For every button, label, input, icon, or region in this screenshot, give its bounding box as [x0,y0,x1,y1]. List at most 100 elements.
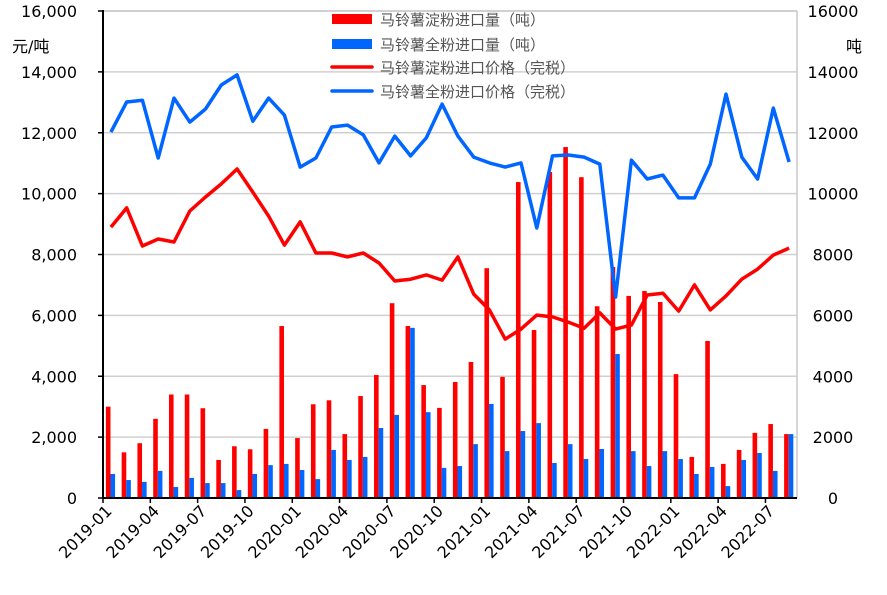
bar-starch-volume [484,268,490,498]
left-tick-label: 8,000 [31,246,77,265]
bar-starch-volume [736,449,742,498]
bar-starch-volume [263,428,269,498]
right-tick-label: 6000 [813,306,854,325]
right-tick-label: 8000 [813,246,854,265]
bar-starch-volume [437,407,442,498]
bar-flour-volume [394,414,399,498]
bar-starch-volume [421,385,426,498]
bar-flour-volume [142,481,147,498]
bar-flour-volume [709,466,715,498]
bar-starch-volume [105,406,111,498]
x-tick-label: 2022-07 [717,501,778,562]
bar-starch-volume [705,340,710,498]
bar-starch-volume [579,177,584,498]
right-tick-label: 10000 [808,185,859,204]
bar-starch-volume [184,394,190,498]
bar-starch-volume [721,463,726,498]
bar-starch-volume [657,301,663,498]
bar-flour-volume [110,473,116,498]
bar-flour-volume [173,487,179,498]
bar-starch-volume [121,452,127,498]
bar-flour-volume [725,486,731,498]
bar-starch-volume [247,449,253,498]
legend-swatch-flour-volume [332,39,372,49]
bar-flour-volume [788,434,794,498]
bar-flour-volume [425,412,431,498]
bar-starch-volume [594,306,600,498]
bar-starch-volume [500,376,505,498]
bar-starch-volume [279,326,284,498]
bar-starch-volume [326,400,332,498]
bar-flour-volume [662,451,668,498]
left-axis-unit: 元/吨 [12,37,49,56]
bar-flour-volume [252,473,258,498]
legend-label-starch-volume: 马铃薯淀粉进口量（吨） [380,11,545,29]
bar-starch-volume [626,295,631,498]
bar-flour-volume [520,431,526,498]
bar-starch-volume [232,446,237,498]
line-flour-price [109,73,791,299]
right-tick-label: 16000 [808,2,859,21]
bar-flour-volume [362,456,368,498]
bar-starch-volume [768,424,773,498]
bar-starch-volume [168,394,174,498]
left-tick-label: 0 [67,489,77,508]
bar-flour-volume [694,473,699,498]
right-tick-label: 4000 [813,367,854,386]
line-starch-price [109,167,790,341]
bar-flour-volume [457,466,463,498]
bar-flour-volume [504,451,510,498]
bar-starch-volume [547,172,553,498]
bar-flour-volume [772,470,778,498]
right-tick-label: 0 [828,489,838,508]
bar-starch-volume [610,266,616,498]
bar-flour-volume [283,463,289,498]
bar-flour-volume [220,483,226,498]
bar-flour-volume [552,462,557,498]
legend-swatch-starch-volume [332,14,372,24]
left-tick-label: 4,000 [31,367,77,386]
bar-starch-volume [310,404,316,498]
bar-starch-volume [468,361,474,498]
bar-flour-volume [331,449,336,498]
bar-flour-volume [410,327,415,498]
bar-flour-volume [757,452,762,498]
right-tick-label: 2000 [813,428,854,447]
left-tick-label: 2,000 [31,428,77,447]
bar-starch-volume [137,443,143,498]
bar-starch-volume [531,329,537,498]
bar-starch-volume [295,438,300,498]
bar-starch-volume [342,434,348,498]
bar-starch-volume [358,396,363,498]
bar-starch-volume [374,375,379,498]
bar-starch-volume [752,432,758,498]
bar-flour-volume [536,423,541,498]
bar-flour-volume [678,459,683,498]
bar-flour-volume [489,403,494,498]
left-tick-label: 16,000 [21,2,77,21]
bar-flour-volume [599,448,605,498]
bar-starch-volume [784,434,789,498]
right-tick-label: 12000 [808,124,859,143]
bar-starch-volume [689,456,695,498]
bar-flour-volume [615,354,620,498]
legend-label-flour-price: 马铃薯全粉进口价格（完税） [380,83,575,101]
legend: 马铃薯淀粉进口量（吨） 马铃薯全粉进口量（吨） 马铃薯淀粉进口价格（完税） 马铃… [330,11,575,101]
bar-flour-volume [268,465,273,498]
bar-flour-volume [205,483,210,498]
left-tick-label: 10,000 [21,185,77,204]
bar-starch-volume [515,182,521,498]
bar-starch-volume [673,374,679,498]
bar-flour-volume [567,444,573,498]
bar-flour-volume [630,451,636,498]
bar-flour-volume [236,490,242,498]
bar-flour-volume [583,459,589,498]
bar-flour-volume [189,477,194,498]
bar-flour-volume [157,470,163,498]
bar-flour-volume [646,466,652,498]
bar-flour-volume [473,444,478,498]
left-tick-label: 14,000 [21,63,77,82]
legend-label-starch-price: 马铃薯淀粉进口价格（完税） [380,59,575,77]
bar-starch-volume [452,382,458,498]
